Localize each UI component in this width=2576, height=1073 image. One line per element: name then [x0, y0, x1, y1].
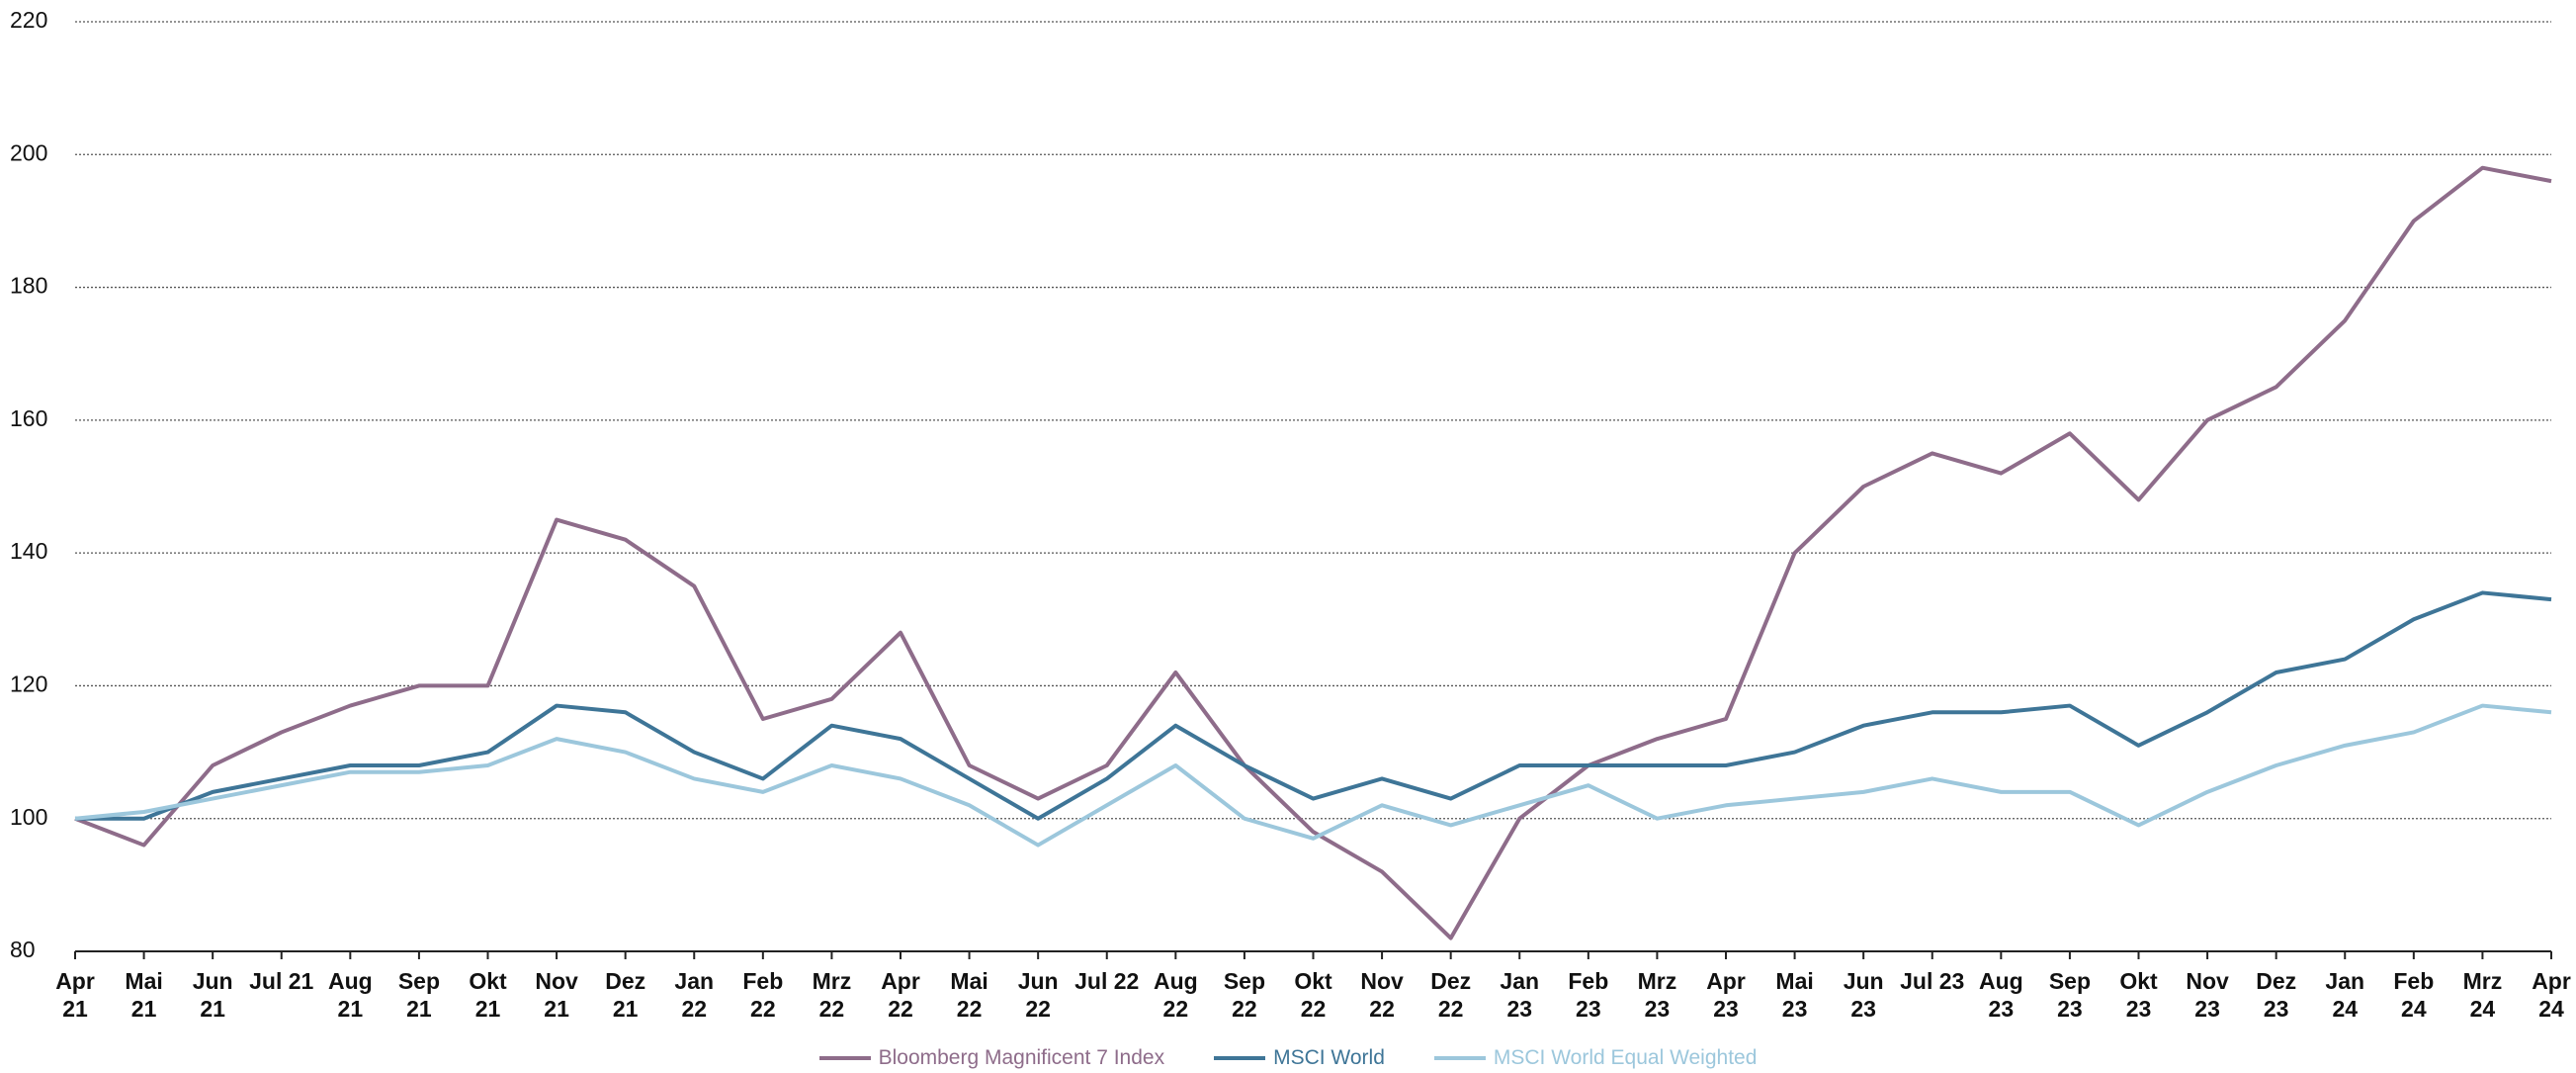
- x-tick-label: Mai 21: [125, 968, 163, 1022]
- legend-label: MSCI World: [1273, 1046, 1385, 1069]
- x-tick-label: Okt 23: [2119, 968, 2158, 1022]
- legend: Bloomberg Magnificent 7 Index MSCI World M…: [0, 1046, 2576, 1070]
- x-tick-label: Jul 22: [1074, 968, 1140, 994]
- x-tick-label: Jun 23: [1843, 968, 1884, 1022]
- x-tick-label: Nov 22: [1360, 968, 1404, 1022]
- x-tick-label: Apr 21: [55, 968, 95, 1022]
- x-tick-label: Apr 23: [1706, 968, 1746, 1022]
- y-tick-label: 160: [10, 405, 47, 431]
- x-tick-label: Nov 21: [535, 968, 578, 1022]
- x-tick-label: Jan 24: [2325, 968, 2365, 1022]
- x-tick-label: Jul 21: [249, 968, 314, 994]
- legend-item: Bloomberg Magnificent 7 Index: [818, 1046, 1165, 1070]
- x-tick-label: Aug 21: [327, 968, 373, 1022]
- x-tick-label: Aug 23: [1978, 968, 2023, 1022]
- x-tick-label: Okt 21: [469, 968, 507, 1022]
- x-tick-label: Aug 22: [1153, 968, 1198, 1022]
- legend-label: Bloomberg Magnificent 7 Index: [878, 1046, 1165, 1069]
- x-tick-label: Dez 22: [1430, 968, 1472, 1022]
- x-tick-label: Jan 23: [1500, 968, 1540, 1022]
- x-tick-label: Apr 22: [881, 968, 920, 1022]
- y-tick-label: 140: [10, 538, 47, 564]
- x-tick-label: Mai 23: [1775, 968, 1814, 1022]
- y-tick-label: 120: [10, 671, 47, 697]
- x-tick-label: Nov 23: [2186, 968, 2229, 1022]
- y-tick-label: 220: [10, 7, 47, 33]
- series-line: [75, 590, 2552, 821]
- legend-item: MSCI World Equal Weighted: [1433, 1046, 1758, 1070]
- x-tick-label: Feb 22: [742, 968, 784, 1022]
- legend-swatch: [1214, 1056, 1266, 1060]
- x-tick-label: Apr 24: [2532, 968, 2571, 1022]
- x-tick-label: Sep 22: [1223, 968, 1265, 1022]
- x-tick-label: Jun 22: [1017, 968, 1059, 1022]
- legend-swatch: [818, 1056, 871, 1060]
- x-tick-label: Feb 24: [2393, 968, 2435, 1022]
- legend-item: MSCI World: [1214, 1046, 1385, 1070]
- y-tick-label: 80: [10, 937, 36, 962]
- y-tick-label: 180: [10, 273, 47, 299]
- x-tick-label: Feb 23: [1568, 968, 1609, 1022]
- y-tick-label: 100: [10, 804, 47, 830]
- y-tick-label: 200: [10, 139, 47, 165]
- x-tick-label: Okt 22: [1294, 968, 1332, 1022]
- x-tick-label: Mrz 24: [2462, 968, 2503, 1022]
- x-tick-label: Sep 23: [2048, 968, 2091, 1022]
- legend-swatch: [1433, 1056, 1486, 1060]
- x-tick-label: Jun 21: [192, 968, 233, 1022]
- x-tick-label: Jul 23: [1900, 968, 1965, 994]
- legend-label: MSCI World Equal Weighted: [1493, 1046, 1758, 1069]
- x-tick-label: Dez 23: [2256, 968, 2297, 1022]
- series-line: [74, 703, 2552, 848]
- x-tick-label: Mrz 23: [1637, 968, 1677, 1022]
- x-tick-label: Sep 21: [397, 968, 440, 1022]
- x-tick-label: Dez 21: [605, 968, 646, 1022]
- x-tick-label: Mrz 22: [812, 968, 852, 1022]
- x-tick-label: Mai 22: [950, 968, 988, 1022]
- series-line: [74, 165, 2552, 940]
- x-tick-label: Jan 22: [674, 968, 715, 1022]
